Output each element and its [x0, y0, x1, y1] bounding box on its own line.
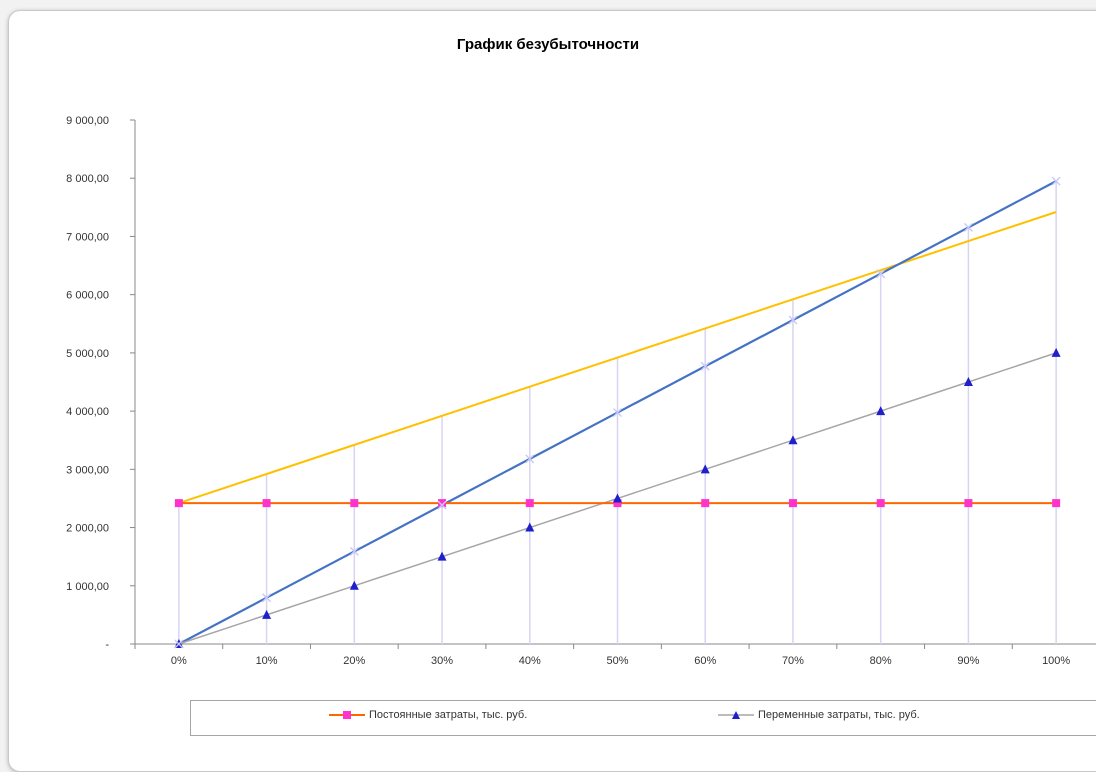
chart-svg: - 1 000,00 2 000,00 3 000,00 4 000,00 5 000,0… [66, 115, 1096, 667]
data-point [262, 499, 271, 508]
data-point [437, 500, 447, 510]
data-point [349, 580, 359, 590]
data-point [525, 454, 535, 464]
y-tick-label: 4 000,00 [66, 406, 109, 418]
legend: Постоянные затраты, тыс. руб. Переменные… [190, 700, 1096, 736]
x-tick-label: 80% [870, 655, 892, 667]
x-tick-label: 60% [694, 655, 716, 667]
legend-swatch-variable-costs [718, 711, 754, 719]
x-tick-label: 10% [256, 655, 278, 667]
data-point [613, 499, 622, 508]
data-point [963, 377, 973, 386]
data-point [437, 551, 447, 561]
data-point [876, 406, 886, 416]
x-tick-label: 30% [431, 655, 453, 667]
data-point [262, 593, 272, 603]
legend-item-variable-costs: Переменные затраты, тыс. руб. [718, 709, 920, 721]
legend-label-fixed-costs: Постоянные затраты, тыс. руб. [369, 709, 528, 721]
series-line-2 [178, 211, 1057, 505]
y-tick-label: 9 000,00 [66, 115, 109, 127]
data-point [701, 499, 710, 508]
y-tick-label: 2 000,00 [66, 523, 109, 535]
y-tick-label: 3 000,00 [66, 464, 109, 476]
data-point [349, 546, 359, 556]
data-point [350, 499, 359, 508]
y-tick-label: - [105, 639, 109, 651]
legend-label-variable-costs: Переменные затраты, тыс. руб. [758, 709, 920, 721]
data-point [262, 609, 272, 619]
data-point [788, 315, 798, 325]
data-point [876, 499, 885, 508]
x-tick-label: 20% [343, 655, 365, 667]
data-point [700, 464, 710, 474]
data-point [963, 222, 973, 232]
data-point [1052, 499, 1061, 508]
y-tick-label: 6 000,00 [66, 290, 109, 302]
x-tick-label: 0% [171, 655, 187, 667]
data-point [1051, 176, 1061, 186]
y-tick-label: 5 000,00 [66, 348, 109, 360]
data-point [174, 639, 184, 649]
x-tick-label: 90% [957, 655, 979, 667]
data-point [876, 269, 886, 279]
y-tick-label: 7 000,00 [66, 231, 109, 243]
legend-swatch-fixed-costs [329, 711, 365, 719]
chart-title: График безубыточности [456, 36, 640, 53]
data-point [788, 435, 798, 445]
data-point [174, 499, 183, 508]
x-tick-label: 50% [606, 655, 628, 667]
data-point [525, 522, 535, 532]
y-tick-label: 8 000,00 [66, 173, 109, 185]
y-tick-label: 1 000,00 [66, 581, 109, 593]
data-point [964, 499, 973, 508]
chart-frame [8, 10, 1096, 772]
data-point [1051, 347, 1061, 357]
data-point [438, 499, 447, 508]
legend-item-fixed-costs: Постоянные затраты, тыс. руб. [329, 709, 527, 721]
data-point [525, 499, 534, 508]
x-tick-label: 100% [1042, 655, 1070, 667]
data-point [700, 361, 710, 371]
data-point [788, 499, 797, 508]
x-tick-label: 70% [782, 655, 804, 667]
data-point [613, 408, 622, 418]
x-tick-label: 40% [519, 655, 541, 667]
data-point [613, 493, 622, 503]
